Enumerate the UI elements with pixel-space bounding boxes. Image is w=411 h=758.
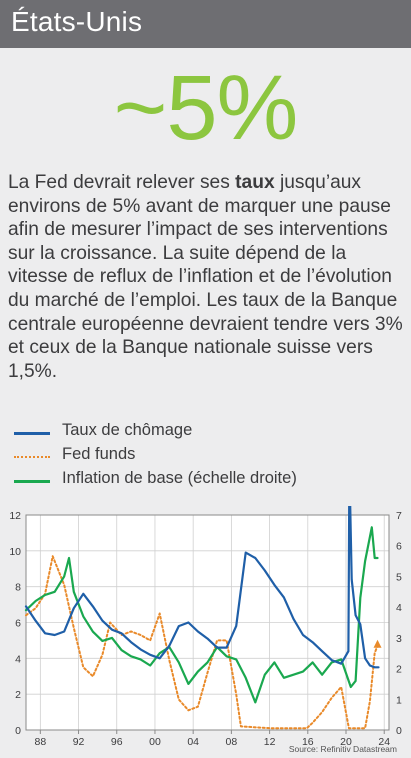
source-note: Source: Refinitiv Datastream (288, 744, 397, 754)
x-tick-label: 04 (187, 736, 199, 746)
y-left-tick-label: 0 (15, 725, 21, 737)
paragraph-text-end: jusqu’aux environs de 5% avant de marque… (8, 172, 403, 382)
x-tick-label: 16 (302, 736, 314, 746)
description-paragraph: La Fed devrait relever ses taux jusqu’au… (8, 171, 406, 383)
y-right-tick-label: 3 (396, 633, 402, 645)
legend-label-inflation: Inflation de base (échelle droite) (62, 469, 297, 487)
y-right-tick-label: 2 (396, 664, 402, 676)
header-bar: États-Unis (0, 0, 411, 48)
y-left-tick-label: 8 (15, 582, 21, 594)
forecast-arrow-icon (373, 639, 382, 648)
plot-frame (25, 514, 390, 731)
y-left-tick-label: 4 (15, 653, 21, 665)
y-right-tick-label: 6 (396, 541, 402, 553)
y-right-tick-label: 4 (396, 602, 402, 614)
x-tick-label: 20 (340, 736, 352, 746)
x-tick-label: 92 (73, 736, 85, 746)
legend-swatch-fedfunds (14, 456, 50, 458)
legend-swatch-unemployment (14, 432, 50, 435)
y-left-tick-label: 6 (15, 618, 21, 630)
y-right-tick-label: 1 (396, 694, 402, 706)
series-line-inflation (24, 526, 379, 704)
legend-label-unemployment: Taux de chômage (62, 421, 193, 439)
paragraph-keyword: taux (235, 172, 275, 193)
x-tick-label: 24 (378, 736, 390, 746)
x-tick-label: 96 (111, 736, 123, 746)
y-left-tick-label: 10 (9, 546, 21, 558)
legend-label-fedfunds: Fed funds (62, 445, 136, 463)
y-left-tick-label: 12 (9, 510, 21, 522)
legend-swatch-inflation (14, 480, 50, 483)
y-right-tick-label: 7 (396, 510, 402, 522)
page-title: États-Unis (11, 6, 143, 37)
y-left-tick-label: 2 (15, 689, 21, 701)
x-tick-label: 12 (264, 736, 276, 746)
paragraph-text-start: La Fed devrait relever ses (8, 172, 236, 193)
y-right-tick-label: 5 (396, 571, 402, 583)
x-tick-label: 00 (149, 736, 161, 746)
x-tick-label: 88 (34, 736, 46, 746)
y-right-tick-label: 0 (396, 725, 402, 737)
headline-figure: ~5% (113, 57, 299, 159)
x-tick-label: 08 (226, 736, 238, 746)
